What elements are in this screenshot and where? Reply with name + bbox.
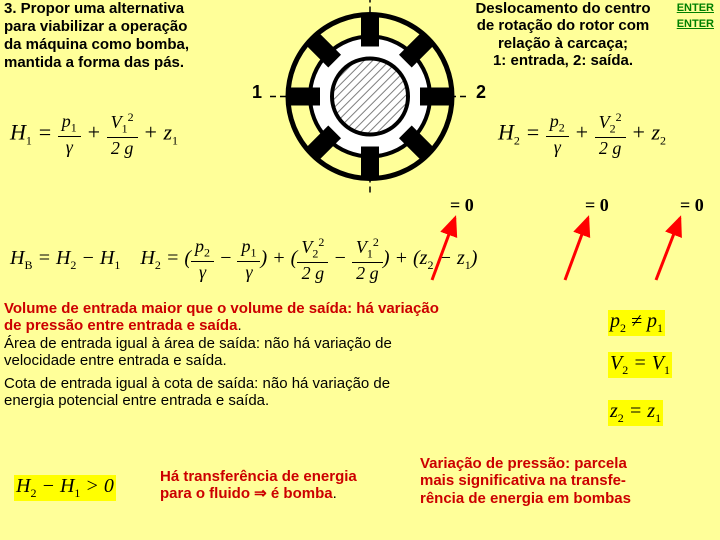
arrow-implies-icon: ⇒ xyxy=(254,485,267,502)
side-hdiff: H2 − H1 > 0 xyxy=(14,475,116,501)
transfer-2a: para o fluido xyxy=(160,485,254,502)
zero-1: = 0 xyxy=(450,195,474,216)
side-z-eq: z2 = z1 xyxy=(608,400,663,426)
transfer-2c: é bomba xyxy=(267,485,333,502)
area-line-1: Área de entrada igual à área de saída: n… xyxy=(4,335,554,352)
varp-1: Variação de pressão: parcela xyxy=(420,455,700,472)
zero-2: = 0 xyxy=(585,195,609,216)
vol-line-2: de pressão entre entrada e saída xyxy=(4,317,237,334)
cota-line-1: Cota de entrada igual à cota de saída: n… xyxy=(4,375,554,392)
varp-2: mais significativa na transfe- xyxy=(420,472,700,489)
area-line-2: velocidade entre entrada e saída. xyxy=(4,352,554,369)
cota-line-2: energia potencial entre entrada e saída. xyxy=(4,392,554,409)
side-v-eq: V2 = V1 xyxy=(608,352,672,378)
transfer-period: . xyxy=(333,485,337,502)
side-p-neq: p2 ≠ p1 xyxy=(608,310,665,336)
zero-3: = 0 xyxy=(680,195,704,216)
vol-period: . xyxy=(237,317,241,334)
transfer-1: Há transferência de energia xyxy=(160,468,400,485)
varp-3: rência de energia em bombas xyxy=(420,490,700,507)
vol-line-1: Volume de entrada maior que o volume de … xyxy=(4,300,554,317)
